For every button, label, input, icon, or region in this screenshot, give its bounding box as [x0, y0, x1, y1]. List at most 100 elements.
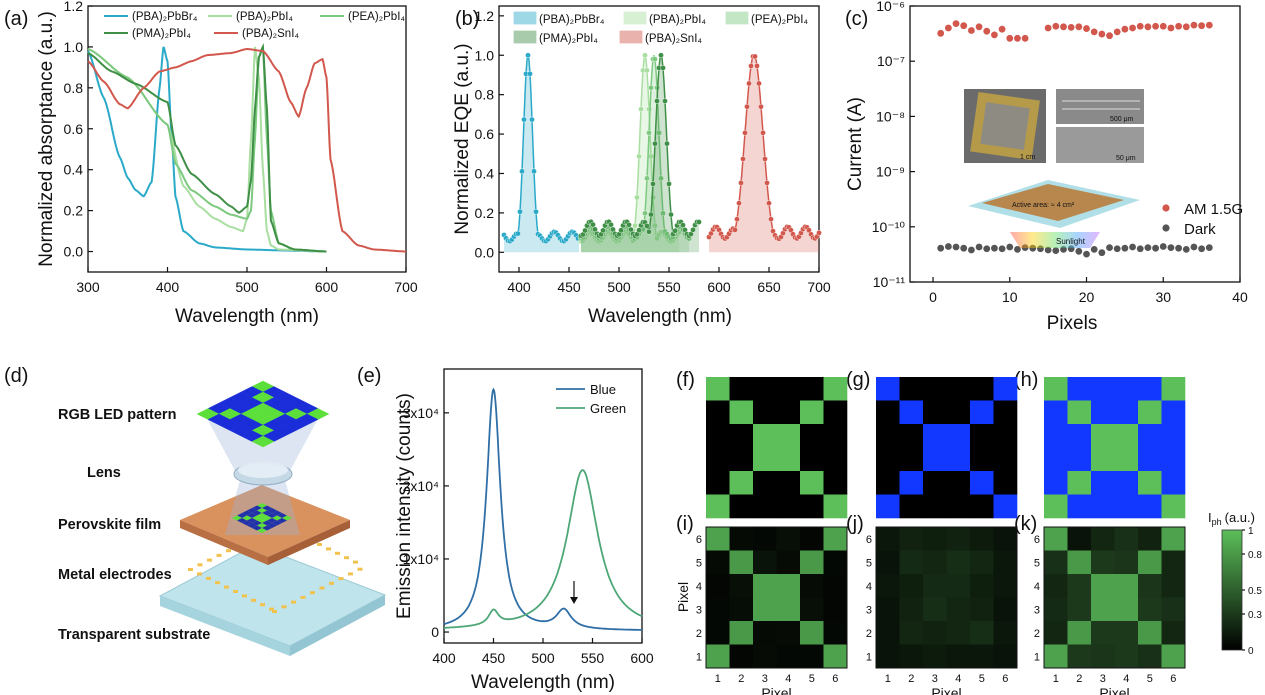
panel-b-legend-label: (PBA)₂PbBr₄ — [539, 14, 605, 26]
electrode-pad — [319, 586, 325, 590]
arrow-head — [570, 597, 578, 604]
eqe-point — [762, 156, 768, 162]
micrograph-top — [1056, 89, 1144, 124]
photocurrent-k-cell — [1067, 550, 1092, 575]
dark-current-point — [1075, 247, 1083, 255]
panel-e-emission-chart: 400 450 500 550 600 0 1x10⁴ 2x10⁴ 3x10⁴ Blue Gre… — [394, 368, 654, 693]
panel-a-legend-label: (PBA)₂PbBr₄ — [132, 11, 198, 23]
substrate-edge-left — [160, 596, 290, 656]
electrode-pad — [329, 581, 334, 585]
pattern-f-cell — [823, 447, 848, 472]
heatmap-j-ytick: 2 — [866, 628, 872, 640]
pattern-g-cell — [970, 400, 994, 425]
heatmap-j-xtick: 2 — [908, 673, 914, 685]
photocurrent-k-cell — [1067, 597, 1092, 622]
photocurrent-i-cell — [823, 550, 848, 575]
eqe-point — [742, 129, 748, 136]
dark-current-point — [1190, 243, 1198, 251]
heatmap-k-xtick: 6 — [1170, 673, 1176, 685]
pattern-h-cell — [1067, 471, 1092, 495]
photocurrent-j-cell — [876, 527, 900, 551]
photocurrent-j-cell — [923, 550, 947, 575]
heatmap-j-ytick: 3 — [866, 604, 872, 616]
light-current-point — [983, 27, 991, 35]
dark-current-point — [967, 246, 975, 254]
photocurrent-k-cell — [1044, 527, 1068, 551]
pattern-h-cell — [1114, 494, 1139, 519]
electrode-pad — [207, 558, 212, 562]
photocurrent-j-cell — [876, 597, 900, 622]
heatmap-j-xtick: 5 — [979, 673, 985, 685]
pattern-g-cell — [899, 494, 924, 519]
photocurrent-j-cell — [993, 597, 1018, 622]
pattern-g-cell — [970, 424, 994, 448]
pattern-f-cell — [823, 400, 848, 425]
emission-line-green — [444, 469, 643, 629]
eqe-point — [816, 230, 822, 236]
pattern-h-cell — [1114, 400, 1139, 425]
heatmap-k-ytick: 2 — [1034, 628, 1040, 640]
light-current-point — [1044, 24, 1052, 32]
heatmap-j-ytick: 4 — [866, 581, 872, 593]
photocurrent-j-cell — [946, 527, 971, 551]
heatmap-i-xtick: 2 — [738, 673, 744, 685]
electrode-pad — [281, 605, 287, 609]
photocurrent-i-cell — [753, 527, 777, 551]
photocurrent-j-cell — [993, 644, 1018, 669]
light-current-point — [1144, 23, 1152, 31]
colorbar-tick-label: 0.5 — [1248, 586, 1262, 597]
panel-c-ytick-label: 10⁻¹⁰ — [872, 219, 906, 235]
eqe-point — [760, 129, 766, 136]
light-current-point — [1136, 22, 1144, 30]
panel-c-ytick-label: 10⁻¹¹ — [873, 274, 906, 290]
eqe-point — [656, 129, 662, 136]
eqe-point — [632, 222, 638, 229]
dark-current-point — [1167, 244, 1175, 251]
photocurrent-j-cell — [899, 597, 924, 622]
photocurrent-j-cell — [899, 574, 924, 598]
panel-e-ytick-label: 1x10⁴ — [403, 551, 439, 567]
panel-e-legend: Blue Green — [556, 382, 626, 416]
pattern-f-cell — [706, 447, 730, 472]
colorbar-label-unit: (a.u.) — [1225, 510, 1255, 525]
heatmap-k-xtick: 4 — [1123, 673, 1129, 685]
pattern-h-cell — [1138, 400, 1162, 425]
eqe-point — [654, 98, 660, 104]
pattern-h-cell — [1114, 377, 1139, 401]
eqe-point — [527, 70, 533, 77]
eqe-point — [666, 181, 672, 187]
pattern-h-cell — [1091, 377, 1115, 401]
panel-b-xtick-label: 400 — [507, 279, 531, 295]
photocurrent-i-cell — [776, 644, 801, 669]
eqe-point — [680, 222, 686, 228]
heatmap-i-xtick: 1 — [715, 673, 721, 685]
photocurrent-j-cell — [876, 574, 900, 598]
light-current-point — [1129, 24, 1136, 32]
panel-b-ytick-label: 0.8 — [475, 87, 495, 103]
dark-current-point — [1014, 245, 1021, 253]
photocurrent-j-cell — [923, 574, 947, 598]
heatmap-i-xlabel: Pixel — [761, 685, 791, 695]
dark-current-point — [1044, 246, 1052, 254]
heatmap-i-ylabel: Pixel — [675, 582, 691, 612]
panel-e-xtick-label: 550 — [581, 650, 605, 666]
eqe-point — [696, 219, 702, 225]
eqe-point — [658, 52, 664, 59]
photocurrent-k-cell — [1138, 527, 1162, 551]
panel-b-ytick-label: 0.2 — [475, 205, 495, 221]
pattern-g-cell — [946, 377, 971, 401]
eqe-point — [642, 210, 648, 217]
pattern-g-cell — [970, 447, 994, 472]
electrode-pad — [326, 547, 331, 551]
panel-a-ytick-label: 0.6 — [64, 121, 84, 137]
photocurrent-j-cell — [946, 597, 971, 622]
photocurrent-j-cell — [993, 550, 1018, 575]
eqe-point — [634, 194, 640, 201]
pattern-g-cell — [923, 471, 947, 495]
panel-label-k: (k) — [1014, 513, 1037, 535]
eqe-point — [652, 56, 658, 62]
photocurrent-k-cell — [1161, 527, 1186, 551]
pattern-h-cell — [1067, 447, 1092, 472]
heatmap-i-ytick: 1 — [696, 651, 702, 663]
